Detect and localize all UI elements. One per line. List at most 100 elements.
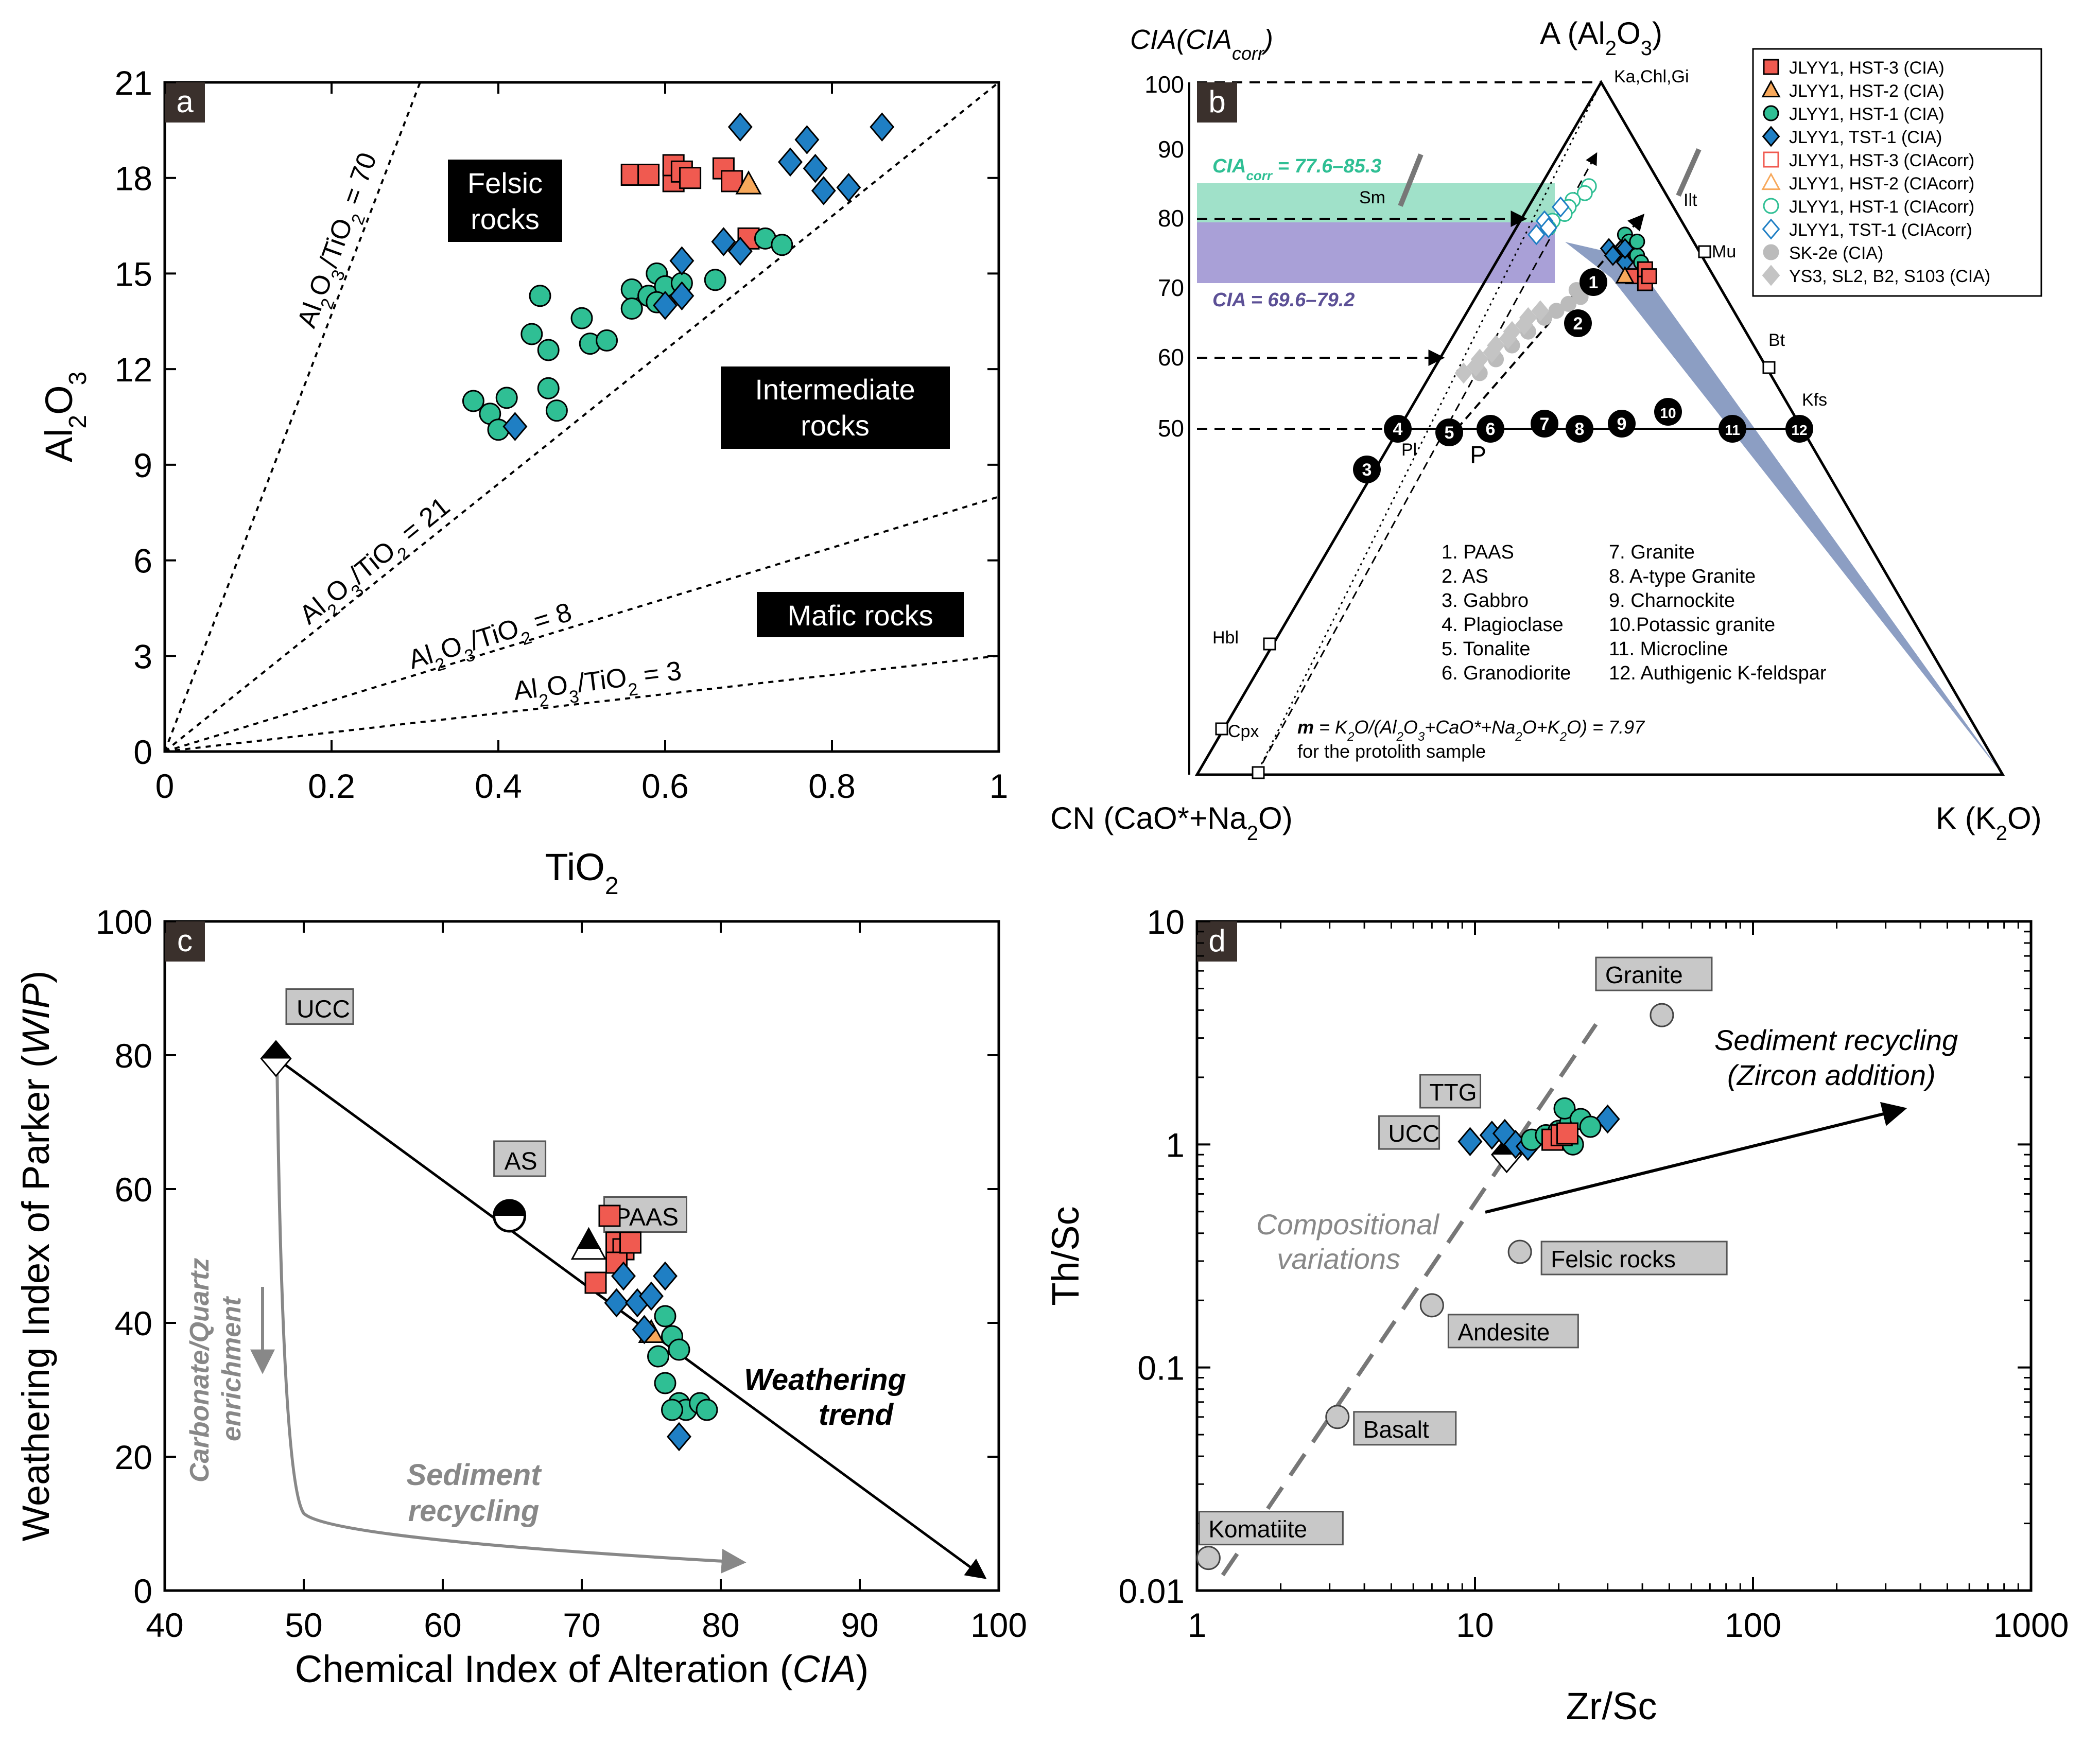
b-point — [1515, 314, 1533, 336]
d-ref-point — [1507, 1239, 1532, 1264]
c-ref-as-half — [494, 1200, 525, 1216]
a-xtick-label: 0.8 — [808, 767, 856, 805]
d-xtick-label: 10 — [1456, 1606, 1494, 1644]
b-legend-marker — [1762, 126, 1780, 147]
d-compositional-1: Compositional — [1256, 1208, 1439, 1241]
b-legend-marker — [1762, 265, 1780, 286]
b-ref-circle — [1531, 410, 1558, 438]
a-point — [794, 125, 820, 154]
panel-a: a Al2O3/TiO2 = 70 Al2O3/TiO2 = 21 Al2O3/… — [38, 64, 1008, 900]
a-point — [727, 112, 753, 142]
c-carbonate-1: Carbonate/Quartz — [185, 1258, 215, 1482]
d-ref-point — [1419, 1293, 1444, 1318]
d-ref-point — [1196, 1546, 1221, 1570]
a-point — [545, 399, 568, 422]
b-legend-marker — [1763, 151, 1779, 168]
a-xtick-label: 1 — [990, 767, 1009, 805]
a-point — [537, 377, 560, 399]
b-legend-marker — [1761, 80, 1781, 98]
panel-c: c Weathering trend Carbonate/Quartz enri… — [14, 903, 1027, 1690]
c-carbonate-2: enrichment — [217, 1296, 247, 1441]
d-ytick-label: 10 — [1147, 903, 1185, 941]
a-xtick-label: 0 — [155, 767, 175, 805]
b-point — [1539, 217, 1558, 238]
a-point — [721, 170, 743, 193]
c-xtick-label: 70 — [563, 1606, 600, 1644]
c-xtick-label: 60 — [424, 1606, 461, 1644]
b-min-bt: Bt — [1768, 330, 1785, 350]
a-ytick-label: 15 — [115, 255, 152, 293]
b-legend-label: SK-2e (CIA) — [1789, 243, 1883, 263]
b-apex-k: K (K2O) — [1936, 801, 2042, 845]
panel-d: d Sediment recycling (Zircon addition) C… — [1044, 903, 2069, 1727]
b-cia-tick-100: 100 — [1144, 71, 1184, 98]
region-intermediate-1: Intermediate — [755, 373, 915, 406]
b-ref-legend-entry: 3. Gabbro — [1442, 590, 1529, 612]
d-point — [1553, 1097, 1576, 1120]
b-legend-label: JLYY1, HST-3 (CIA) — [1789, 58, 1945, 78]
c-xlabel: Chemical Index of Alteration (CIA) — [295, 1648, 869, 1690]
a-point — [596, 329, 618, 352]
d-xtick-label: 1 — [1188, 1606, 1207, 1644]
b-cia-tick-60: 60 — [1158, 344, 1184, 371]
c-ytick-label: 80 — [115, 1037, 152, 1075]
b-point — [1483, 342, 1501, 363]
b-ref-legend-entry: 12. Authigenic K-feldspar — [1609, 662, 1827, 684]
d-ylabel: Th/Sc — [1044, 1206, 1087, 1305]
d-compositional-2: variations — [1277, 1243, 1400, 1275]
b-ref-number: 6 — [1486, 420, 1496, 439]
b-ref-number: 2 — [1573, 314, 1583, 334]
a-point — [669, 246, 695, 275]
a-point — [637, 164, 660, 186]
c-point — [661, 1399, 683, 1421]
b-cia-tick-90: 90 — [1158, 136, 1184, 163]
b-ref-circle — [1608, 410, 1636, 438]
b-point — [1467, 355, 1485, 377]
b-apex-cn: CN (CaO*+Na2O) — [1050, 801, 1293, 845]
b-formula: m = K2O/(Al2O3+CaO*+Na2O+K2O) = 7.97 — [1297, 717, 1645, 744]
d-ref-label: Basalt — [1363, 1416, 1429, 1443]
b-ref-circle — [1353, 456, 1381, 483]
b-point — [1527, 224, 1546, 246]
a-ytick-label: 21 — [115, 64, 152, 102]
d-ref-label-box — [1447, 1314, 1579, 1349]
c-point — [639, 1281, 664, 1311]
a-point — [803, 153, 828, 183]
c-weathering-trend-1: Weathering — [744, 1363, 906, 1396]
c-xtick-label: 40 — [146, 1606, 183, 1644]
b-point — [1629, 233, 1645, 250]
b-legend-label: JLYY1, TST-1 (CIA) — [1789, 128, 1942, 147]
b-point — [1604, 245, 1622, 266]
b-ref-legend-entry: 10.Potassic granite — [1609, 614, 1775, 636]
b-point — [1616, 238, 1634, 259]
a-ytick-label: 12 — [115, 351, 152, 389]
c-ref-label: PAAS — [615, 1204, 679, 1231]
region-intermediate-2: rocks — [801, 409, 870, 442]
a-ytick-label: 6 — [133, 542, 152, 580]
b-legend-label: JLYY1, HST-2 (CIAcorr) — [1789, 174, 1974, 194]
d-point — [1457, 1127, 1483, 1157]
c-ref-label-box — [285, 988, 354, 1025]
b-ref-legend-entry: 8. A-type Granite — [1609, 566, 1756, 587]
c-point — [584, 1271, 607, 1294]
c-point — [632, 1315, 657, 1345]
b-apex-a: A (Al2O3) — [1540, 16, 1662, 60]
c-point — [611, 1261, 636, 1291]
c-point — [696, 1399, 718, 1421]
b-legend-label: JLYY1, HST-1 (CIAcorr) — [1789, 197, 1974, 217]
d-ref-label: UCC — [1389, 1120, 1440, 1147]
b-formula-note: for the protolith sample — [1297, 741, 1486, 762]
region-felsic-1: Felsic — [467, 167, 543, 199]
d-ref-label: Felsic rocks — [1551, 1246, 1676, 1272]
b-ref-number: 4 — [1393, 420, 1403, 439]
b-cia-tick-70: 70 — [1158, 274, 1184, 301]
c-point — [654, 1305, 676, 1328]
a-point — [529, 285, 551, 307]
c-point — [653, 1261, 678, 1291]
b-legend-label: JLYY1, HST-1 (CIA) — [1789, 104, 1945, 124]
b-point — [1576, 185, 1593, 201]
b-ref-circle — [1384, 415, 1412, 443]
c-recycling-1: Sediment — [406, 1458, 542, 1492]
d-xtick-label: 100 — [1725, 1606, 1781, 1644]
